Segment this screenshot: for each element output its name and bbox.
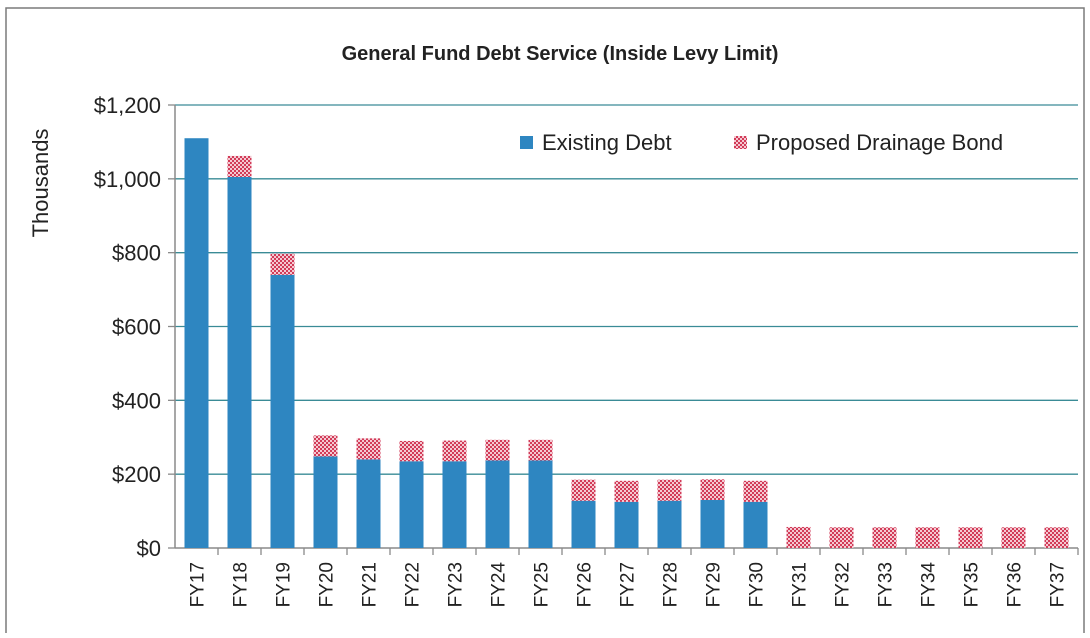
y-tick-label: $1,000 [94, 167, 161, 192]
bar-existing-debt [313, 456, 338, 548]
x-tick-label: FY27 [618, 562, 639, 607]
x-tick-label: FY31 [790, 562, 811, 607]
x-tick-label: FY20 [317, 562, 338, 607]
legend-label-existing-debt: Existing Debt [542, 130, 672, 155]
x-axis-ticks: FY17 FY18 FY19 FY20 FY21 FY22 FY23 FY24 FY25 FY26… [188, 548, 1079, 607]
x-tick-label: FY34 [919, 562, 940, 608]
x-tick-label: FY32 [833, 562, 854, 607]
chart-title: General Fund Debt Service (Inside Levy L… [342, 43, 779, 65]
bar-existing-debt [442, 461, 467, 548]
x-tick-label: FY19 [274, 562, 295, 607]
bar-proposed-drainage-bond [442, 440, 467, 462]
chart-border [5, 7, 1085, 638]
bar-proposed-drainage-bond [528, 439, 553, 461]
x-tick-label: FY22 [403, 562, 424, 607]
bar-proposed-drainage-bond [872, 527, 897, 548]
y-axis-label: Thousands [28, 129, 53, 238]
bar-proposed-drainage-bond [1044, 527, 1069, 548]
x-tick-label: FY30 [747, 562, 768, 607]
bar-proposed-drainage-bond [313, 435, 338, 457]
x-tick-label: FY36 [1005, 562, 1026, 607]
y-axis-ticks: $0 $200 $400 $600 $800 $1,000 $1,200 [94, 93, 161, 561]
bar-proposed-drainage-bond [657, 479, 682, 501]
y-tick-label: $400 [112, 388, 161, 413]
bar-proposed-drainage-bond [915, 527, 940, 548]
x-tick-label: FY18 [231, 562, 252, 607]
bar-proposed-drainage-bond [571, 479, 596, 501]
y-tick-label: $1,200 [94, 93, 161, 118]
x-tick-label: FY25 [532, 562, 553, 607]
x-tick-label: FY37 [1048, 562, 1069, 607]
y-tick-label: $0 [137, 536, 161, 561]
legend-swatch-proposed-drainage-bond [734, 136, 747, 149]
bar-existing-debt [356, 459, 381, 548]
legend: Existing Debt Proposed Drainage Bond [520, 130, 1003, 155]
bar-existing-debt [227, 176, 252, 549]
bar-proposed-drainage-bond [227, 155, 252, 177]
bar-proposed-drainage-bond [958, 527, 983, 548]
bar-existing-debt [184, 138, 209, 548]
bar-proposed-drainage-bond [1001, 527, 1026, 548]
x-tick-label: FY29 [704, 562, 725, 607]
x-tick-label: FY17 [188, 562, 209, 607]
x-tick-label: FY26 [575, 562, 596, 607]
x-tick-label: FY28 [661, 562, 682, 607]
y-tick-label: $600 [112, 315, 161, 340]
bar-existing-debt [485, 460, 510, 548]
bar-proposed-drainage-bond [399, 440, 424, 462]
legend-label-proposed-drainage-bond: Proposed Drainage Bond [756, 130, 1003, 155]
bar-proposed-drainage-bond [270, 253, 295, 275]
x-tick-label: FY33 [876, 562, 897, 607]
legend-swatch-existing-debt [520, 136, 533, 149]
bar-proposed-drainage-bond [829, 527, 854, 548]
x-tick-label: FY21 [360, 562, 381, 607]
bar-proposed-drainage-bond [786, 526, 811, 548]
bar-proposed-drainage-bond [356, 438, 381, 460]
bar-proposed-drainage-bond [743, 480, 768, 502]
bar-existing-debt [743, 501, 768, 548]
bar-existing-debt [270, 274, 295, 548]
bar-existing-debt [614, 501, 639, 548]
bar-existing-debt [571, 500, 596, 548]
y-tick-label: $800 [112, 241, 161, 266]
bar-proposed-drainage-bond [614, 480, 639, 502]
bar-existing-debt [528, 460, 553, 548]
bar-proposed-drainage-bond [485, 439, 510, 461]
bar-proposed-drainage-bond [700, 479, 725, 501]
y-tick-label: $200 [112, 462, 161, 487]
x-tick-label: FY23 [446, 562, 467, 607]
bars [184, 138, 1069, 549]
x-tick-label: FY35 [962, 562, 983, 607]
bar-existing-debt [700, 500, 725, 548]
bar-existing-debt [399, 461, 424, 548]
x-tick-label: FY24 [489, 562, 510, 608]
bar-existing-debt [657, 500, 682, 548]
